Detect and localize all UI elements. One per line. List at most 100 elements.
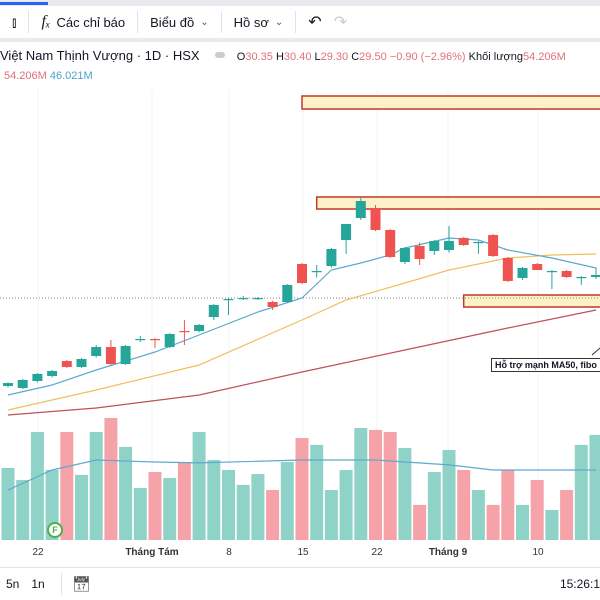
volume-bar bbox=[89, 432, 103, 540]
indicators-label: Các chỉ báo bbox=[56, 14, 126, 30]
volume-bar bbox=[501, 470, 515, 540]
price-chart[interactable] bbox=[0, 0, 600, 545]
candle-body bbox=[17, 380, 28, 388]
volume-bar bbox=[383, 432, 397, 540]
volume-bar bbox=[177, 462, 191, 540]
volume-ma-line bbox=[7, 459, 596, 491]
range-5d-button[interactable]: 5n bbox=[6, 577, 20, 591]
redo-icon: ↷ bbox=[333, 14, 348, 31]
fx-icon: fₓ bbox=[41, 13, 51, 30]
volume-bar bbox=[280, 462, 294, 540]
profile-label: Hồ sơ bbox=[233, 14, 269, 30]
candle-body bbox=[355, 201, 366, 218]
change-value: −0.90 (−2.96%) bbox=[389, 51, 466, 63]
time-axis-label: Tháng 9 bbox=[428, 547, 468, 558]
candle-body bbox=[458, 238, 469, 245]
candle-body bbox=[91, 347, 102, 356]
volume-bar bbox=[369, 430, 382, 540]
candles-type-button[interactable]: ⫾ bbox=[0, 10, 28, 34]
volume-bar bbox=[266, 490, 280, 540]
candle-body bbox=[120, 346, 131, 364]
low-label: L bbox=[314, 51, 321, 63]
volume-bar bbox=[471, 490, 485, 540]
volume-bar bbox=[457, 470, 471, 540]
time-axis-label: 22 bbox=[371, 547, 383, 558]
candle-body bbox=[414, 246, 425, 259]
candle-body bbox=[76, 359, 87, 367]
volume-bar bbox=[163, 478, 177, 540]
volume-bar bbox=[354, 428, 368, 540]
volume-bar bbox=[192, 432, 206, 540]
volume-bar bbox=[310, 444, 324, 540]
resistance-support-zone bbox=[462, 294, 600, 308]
volume-bar bbox=[30, 432, 44, 540]
volume-bar bbox=[324, 490, 338, 540]
divider bbox=[28, 11, 30, 33]
ohlc-legend: Việt Nam Thịnh Vượng · 1D · HSX O30.35 H… bbox=[0, 48, 566, 63]
redo-button[interactable]: ↷ bbox=[334, 10, 347, 34]
candle-body bbox=[194, 325, 205, 331]
candle-body bbox=[208, 305, 219, 317]
candle-body bbox=[561, 271, 572, 277]
goto-date-icon[interactable]: 📅︎ bbox=[71, 576, 91, 593]
candles-icon: ⫾ bbox=[12, 13, 17, 30]
ma-mid-line bbox=[7, 253, 597, 411]
symbol-title[interactable]: Việt Nam Thịnh Vượng · 1D · HSX bbox=[0, 48, 200, 63]
tab-strip bbox=[0, 0, 600, 6]
ma-slow-line bbox=[7, 309, 597, 416]
candle-body bbox=[311, 271, 322, 273]
volume-bar bbox=[119, 446, 133, 540]
volume-bar bbox=[398, 448, 412, 540]
profile-menu-button[interactable]: Hồ sơ ⌄ bbox=[222, 10, 296, 34]
candle-body bbox=[546, 271, 557, 273]
toolbar: ⫾ fₓ Các chỉ báo Biểu đồ ⌄ Hồ sơ ⌄ ↶ ↷ bbox=[0, 6, 600, 42]
candle-body bbox=[223, 299, 234, 301]
undo-icon: ↶ bbox=[308, 14, 322, 31]
volume-bar bbox=[560, 490, 574, 540]
close-value: 29.50 bbox=[359, 51, 387, 63]
volume-bar bbox=[16, 480, 30, 540]
candle-body bbox=[61, 361, 72, 367]
high-label: H bbox=[275, 51, 284, 63]
divider bbox=[295, 11, 297, 33]
volume-bar bbox=[251, 474, 265, 540]
candle-body bbox=[385, 230, 396, 257]
time-axis-label: 15 bbox=[297, 547, 309, 558]
volume-bar bbox=[104, 418, 118, 540]
collapse-icon[interactable] bbox=[215, 52, 226, 58]
time-axis-label: 10 bbox=[532, 547, 544, 558]
volume-bar bbox=[339, 470, 353, 540]
candle-body bbox=[3, 383, 13, 386]
candle-body bbox=[473, 242, 484, 244]
annotation-label[interactable]: Hỗ trợ mạnh MA50, fibo bbox=[491, 358, 600, 372]
candle-body bbox=[238, 298, 249, 300]
resistance-support-zone bbox=[315, 196, 600, 210]
volume-label: Khối lượng bbox=[468, 51, 524, 63]
high-value: 30.40 bbox=[283, 51, 312, 63]
event-marker[interactable]: F bbox=[47, 522, 63, 538]
indicators-button[interactable]: fₓ Các chỉ báo bbox=[29, 10, 137, 34]
volume-bar bbox=[427, 472, 441, 540]
chart-menu-button[interactable]: Biểu đồ ⌄ bbox=[138, 10, 220, 34]
volume-legend-value: 54.206M bbox=[4, 70, 47, 82]
volume-bar bbox=[442, 450, 456, 540]
volume-ma-value: 46.021M bbox=[49, 70, 93, 82]
candle-body bbox=[267, 302, 278, 307]
candle-body bbox=[532, 264, 543, 270]
volume-bar bbox=[413, 504, 427, 540]
volume-legend: 54.206M 46.021M bbox=[4, 70, 93, 82]
candle-body bbox=[164, 334, 175, 347]
bottom-bar: 5n 1n 📅︎ 15:26:1 bbox=[0, 567, 600, 600]
open-value: 30.35 bbox=[245, 51, 273, 63]
volume-bar bbox=[530, 480, 544, 540]
candle-body bbox=[370, 208, 381, 230]
volume-bar bbox=[222, 470, 235, 540]
divider bbox=[137, 11, 139, 33]
candle-body bbox=[444, 241, 454, 250]
undo-button[interactable]: ↶ bbox=[296, 10, 333, 34]
range-1d-button[interactable]: 1n bbox=[31, 577, 45, 591]
time-axis-label: Tháng Tám bbox=[125, 547, 179, 558]
candle-body bbox=[252, 298, 263, 300]
time-axis-label: 8 bbox=[226, 547, 232, 558]
volume-bar bbox=[589, 434, 600, 540]
